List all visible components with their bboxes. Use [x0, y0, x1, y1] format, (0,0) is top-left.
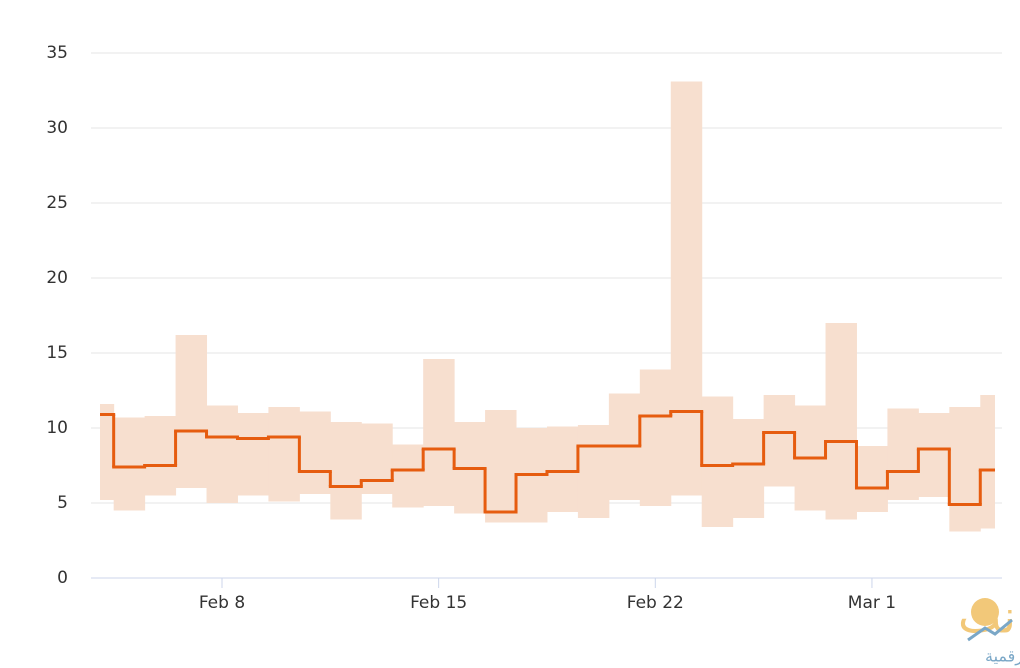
range-band: [485, 410, 517, 523]
range-band: [175, 335, 208, 488]
range-band: [100, 404, 115, 500]
range-band: [206, 405, 238, 503]
range-band: [856, 446, 888, 512]
watermark-icon: [971, 598, 999, 626]
range-band: [949, 407, 981, 532]
range-band: [980, 395, 995, 529]
range-band: [639, 369, 672, 506]
y-tick-label: 35: [46, 43, 68, 63]
range-band: [546, 426, 579, 512]
y-tick-label: 25: [46, 193, 68, 213]
y-tick-label: 30: [46, 118, 68, 138]
range-band: [577, 425, 610, 518]
range-band: [887, 408, 919, 500]
range-band: [423, 359, 455, 506]
watermark-subtitle: أخبار العملات الرقمية: [985, 646, 1020, 667]
range-band: [299, 411, 331, 494]
x-tick-label: Mar 1: [848, 593, 896, 613]
range-band: [392, 444, 424, 508]
x-tick-label: Feb 22: [627, 593, 684, 613]
series-group: [100, 81, 995, 532]
y-tick-label: 5: [57, 493, 68, 513]
range-band: [918, 413, 950, 497]
range-band: [330, 422, 362, 520]
range-band: [361, 423, 393, 494]
y-tick-label: 10: [46, 418, 68, 438]
plot: 0 5 10 15 20 25 30 35 Feb 8 Feb 15 Feb 22 Mar 1: [46, 43, 1002, 613]
y-tick-label: 20: [46, 268, 68, 288]
x-tick-label: Feb 8: [199, 593, 245, 613]
range-band: [237, 413, 269, 496]
range-band: [825, 323, 857, 520]
range-band: [701, 396, 734, 527]
range-band: [763, 395, 796, 487]
range-band: [732, 419, 765, 518]
range-band: [113, 417, 146, 511]
watermark-arrow: [967, 618, 1013, 642]
range-band: [144, 416, 177, 496]
x-tick-label: Feb 15: [410, 593, 467, 613]
range-band: [268, 407, 300, 502]
range-band: [670, 81, 703, 496]
y-tick-label: 15: [46, 343, 68, 363]
y-tick-label: 0: [57, 568, 68, 588]
